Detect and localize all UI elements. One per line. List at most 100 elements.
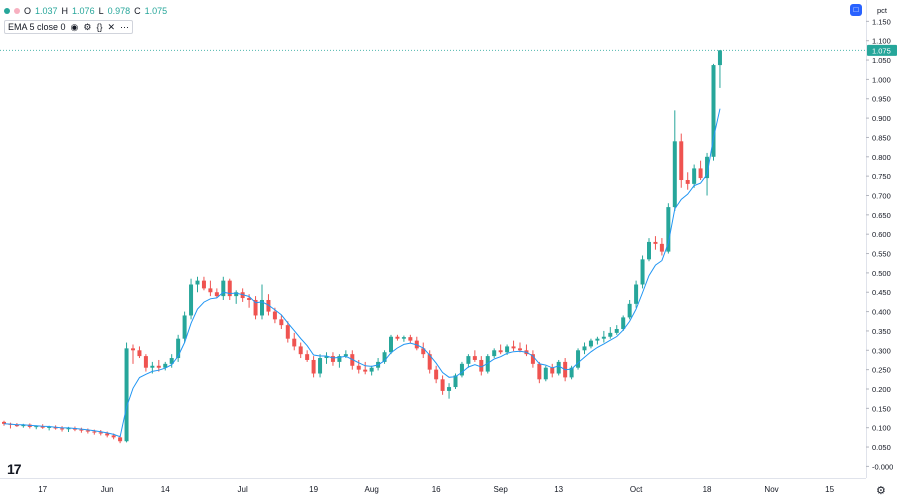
x-tick-label: Aug — [365, 485, 379, 494]
candle-body — [447, 387, 452, 391]
candle-body — [440, 379, 445, 391]
candle-body — [14, 424, 19, 427]
x-tick-label: Sep — [494, 485, 509, 494]
y-tick-label: 0.300 — [872, 346, 891, 355]
y-tick-label: 1.000 — [872, 75, 891, 84]
candle-body — [382, 352, 387, 362]
more-icon[interactable]: ⋯ — [120, 22, 130, 32]
candle-body — [705, 156, 710, 179]
candle-body — [640, 259, 645, 285]
candle-body — [279, 319, 284, 326]
candle-body — [395, 336, 400, 339]
close-icon[interactable]: ✕ — [107, 22, 116, 32]
candle-body — [679, 141, 684, 181]
candle-body — [569, 367, 574, 378]
candle-body — [298, 346, 303, 355]
candle-body — [692, 168, 697, 184]
y-tick-label: 0.250 — [872, 366, 891, 375]
ohlc-close-value: 1.075 — [144, 6, 168, 16]
candle-body — [621, 317, 626, 330]
ohlc-low-value: 0.978 — [107, 6, 131, 16]
candle-body — [137, 350, 142, 357]
last-price-badge — [867, 44, 897, 56]
candle-body — [511, 346, 516, 349]
ohlc-open-label: O — [24, 6, 32, 16]
candle-body — [2, 421, 6, 424]
candle-body — [498, 350, 503, 353]
tradingview-logo-icon[interactable]: 17 — [7, 461, 22, 477]
candle-body — [330, 356, 335, 362]
candle-body — [427, 354, 432, 370]
candle-body — [369, 367, 374, 372]
candle-body — [556, 361, 561, 374]
candle-body — [614, 329, 619, 333]
y-tick-label: 0.450 — [872, 288, 891, 297]
candle-body — [666, 207, 671, 252]
candle-body — [588, 340, 593, 347]
candle-body — [150, 365, 155, 368]
candle-body — [176, 338, 181, 359]
x-tick-label: 14 — [161, 485, 170, 494]
candle-body — [459, 363, 464, 376]
time-settings-icon[interactable]: ⚙ — [876, 485, 886, 497]
candle-body — [260, 299, 264, 316]
candle-body — [337, 356, 342, 362]
candle-body — [717, 50, 722, 66]
candle-body — [234, 292, 239, 297]
candle-body — [111, 435, 116, 438]
candle-body — [253, 299, 258, 316]
candle-body — [711, 65, 716, 157]
candle-body — [201, 280, 206, 289]
candle-body — [105, 433, 110, 436]
ema-line — [3, 108, 721, 438]
candle-body — [479, 359, 484, 372]
x-tick-label: 19 — [309, 485, 318, 494]
candle-body — [421, 348, 426, 355]
candle-body — [653, 241, 658, 244]
candle-body — [266, 299, 271, 312]
auto-scale-icon[interactable]: □ — [850, 4, 862, 16]
candle-body — [659, 243, 664, 252]
ema-indicator-legend[interactable]: EMA 5 close 0 ◉ ⚙ {} ✕ ⋯ — [4, 20, 134, 34]
source-code-icon[interactable]: {} — [96, 22, 103, 32]
candle-body — [389, 336, 393, 353]
candle-body — [285, 325, 290, 339]
candle-body — [305, 354, 310, 360]
candle-body — [221, 280, 226, 297]
y-tick-label: 0.550 — [872, 250, 891, 259]
y-tick-label: 0.050 — [872, 443, 891, 452]
ohlc-close-label: C — [134, 6, 141, 16]
ohlc-open-value: 1.037 — [35, 6, 58, 16]
candle-body — [47, 426, 52, 428]
candle-body — [492, 350, 497, 357]
candle-body — [169, 358, 174, 364]
candle-body — [227, 280, 232, 297]
y-unit-label: pct — [877, 6, 888, 15]
candle-body — [356, 365, 361, 370]
candle-body — [34, 426, 39, 428]
ema-indicator-label: EMA 5 close 0 — [8, 22, 66, 32]
candle-body — [576, 350, 581, 368]
candle-body — [672, 141, 677, 208]
candle-body — [40, 426, 45, 428]
x-tick-label: 13 — [554, 485, 563, 494]
candle-body — [550, 367, 555, 374]
x-tick-label: 16 — [432, 485, 441, 494]
candle-body — [85, 430, 90, 432]
candle-body — [472, 356, 477, 360]
candle-body — [66, 428, 71, 430]
candle-body — [131, 348, 135, 351]
ohlc-row: O 1.037 H 1.076 L 0.978 C 1.075 — [4, 4, 167, 18]
candle-body — [189, 284, 194, 316]
y-tick-label: 0.950 — [872, 95, 891, 104]
candle-body — [685, 180, 690, 184]
candle-body — [434, 369, 439, 380]
candle-body — [118, 437, 123, 442]
settings-icon[interactable]: ⚙ — [83, 22, 92, 32]
eye-icon[interactable]: ◉ — [70, 22, 79, 32]
y-tick-label: 0.900 — [872, 114, 891, 123]
candle-body — [182, 315, 187, 339]
candle-body — [363, 369, 368, 372]
candle-body — [595, 338, 600, 341]
